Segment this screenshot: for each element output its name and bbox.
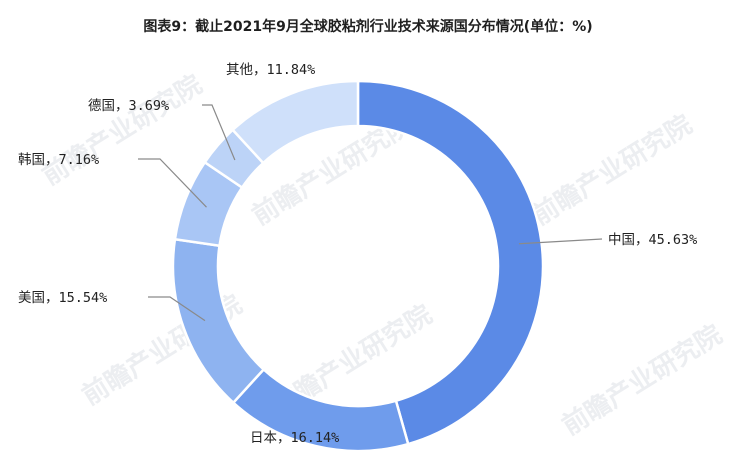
donut-slice-0 <box>356 79 545 446</box>
slice-label-5: 其他，11.84% <box>226 62 315 78</box>
leader-line-4 <box>202 104 236 161</box>
chart-title: 图表9：截止2021年9月全球胶粘剂行业技术来源国分布情况(单位：%) <box>143 19 593 35</box>
donut-slice-2 <box>171 237 266 405</box>
leader-line-3 <box>138 158 207 208</box>
slice-label-3: 韩国，7.16% <box>18 152 99 168</box>
donut-slice-5 <box>230 79 360 165</box>
slice-label-0: 中国，45.63% <box>608 232 697 248</box>
leader-line-2 <box>148 296 206 322</box>
slice-label-2: 美国，15.54% <box>18 290 107 306</box>
slice-label-4: 德国，3.69% <box>88 98 169 114</box>
slice-label-1: 日本，16.14% <box>250 430 339 446</box>
leader-line-0 <box>518 238 603 245</box>
